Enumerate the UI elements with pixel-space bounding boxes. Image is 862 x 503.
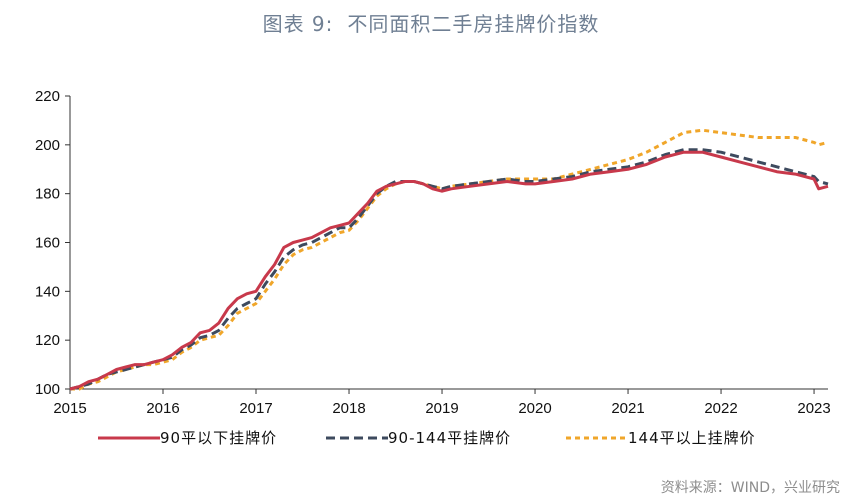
series-line-3 bbox=[70, 128, 829, 391]
chart-title: 图表 9: 不同面积二手房挂牌价指数 bbox=[0, 8, 862, 37]
axes: 100 120 140 160 180 200 220 2015 2016 2017 2018 201… bbox=[35, 88, 831, 417]
y-tick-label: 120 bbox=[35, 332, 60, 349]
y-tick-label: 140 bbox=[35, 283, 60, 300]
x-tick-label: 2015 bbox=[53, 400, 86, 417]
x-tick-label: 2020 bbox=[518, 400, 551, 417]
x-tick-label: 2022 bbox=[704, 400, 737, 417]
figure-label: 图表 9: bbox=[262, 12, 334, 36]
y-tick-label: 100 bbox=[35, 381, 60, 398]
y-tick-label: 200 bbox=[35, 137, 60, 154]
x-tick-label: 2023 bbox=[797, 400, 830, 417]
y-tick-label: 180 bbox=[35, 186, 60, 203]
source-note: 资料来源：WIND，兴业研究 bbox=[660, 480, 840, 496]
y-tick-label: 160 bbox=[35, 235, 60, 252]
legend: 90平以下挂牌价 90-144平挂牌价 144平以上挂牌价 bbox=[98, 429, 756, 447]
x-tick-label: 2017 bbox=[239, 400, 272, 417]
title-text: 不同面积二手房挂牌价指数 bbox=[347, 12, 600, 36]
x-tick-label: 2018 bbox=[332, 400, 365, 417]
series-line-1 bbox=[69, 150, 829, 391]
x-tick-label: 2021 bbox=[611, 400, 644, 417]
x-tick-label: 2016 bbox=[146, 400, 179, 417]
legend-label-1: 90平以下挂牌价 bbox=[160, 429, 277, 447]
series-line-2 bbox=[69, 148, 829, 391]
legend-label-3: 144平以上挂牌价 bbox=[628, 429, 756, 447]
y-tick-label: 220 bbox=[35, 88, 60, 105]
series-lines bbox=[69, 128, 829, 391]
legend-label-2: 90-144平挂牌价 bbox=[388, 429, 511, 447]
x-tick-label: 2019 bbox=[425, 400, 458, 417]
